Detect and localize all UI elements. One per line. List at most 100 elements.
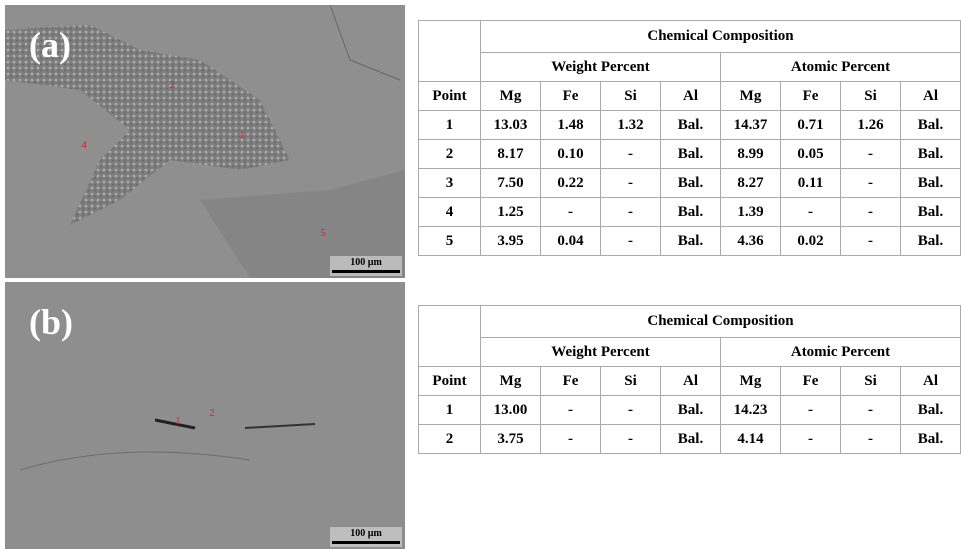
table-cell: Mg <box>481 367 541 396</box>
table-cell: Bal. <box>901 198 961 227</box>
table-cell: 0.71 <box>781 111 841 140</box>
scale-bar <box>332 541 400 544</box>
table-cell: Bal. <box>661 140 721 169</box>
table-row: 113.00--Bal.14.23--Bal. <box>419 396 961 425</box>
point-label: 2 <box>209 407 215 419</box>
point-label: 2 <box>169 79 175 91</box>
table-cell: 3.75 <box>481 425 541 454</box>
table-cell: 8.17 <box>481 140 541 169</box>
table-cell: - <box>841 140 901 169</box>
table-cell: - <box>841 198 901 227</box>
table-cell: Fe <box>541 367 601 396</box>
table-cell: Al <box>901 367 961 396</box>
table-cell: - <box>781 198 841 227</box>
table-cell: Bal. <box>901 227 961 256</box>
table-cell: - <box>781 396 841 425</box>
table-cell: Chemical Composition <box>481 21 961 53</box>
table-cell: 7.50 <box>481 169 541 198</box>
table-cell: 0.02 <box>781 227 841 256</box>
table-cell: Bal. <box>901 396 961 425</box>
table-cell: - <box>601 140 661 169</box>
table-cell: 1.48 <box>541 111 601 140</box>
table-cell: - <box>601 169 661 198</box>
table-cell: - <box>601 227 661 256</box>
table-cell: Bal. <box>661 425 721 454</box>
table-cell: Bal. <box>661 227 721 256</box>
table-cell: Si <box>601 367 661 396</box>
table-cell: Fe <box>781 367 841 396</box>
table-cell: - <box>601 425 661 454</box>
table-cell: Fe <box>781 82 841 111</box>
table-cell: Mg <box>721 367 781 396</box>
table-cell: Bal. <box>901 140 961 169</box>
table-cell: 14.37 <box>721 111 781 140</box>
table-cell: 13.00 <box>481 396 541 425</box>
table-cell: 1.32 <box>601 111 661 140</box>
table-cell: Si <box>601 82 661 111</box>
table-cell: - <box>841 396 901 425</box>
table-cell: Si <box>841 82 901 111</box>
point-label: 5 <box>320 227 326 239</box>
table-cell: 4 <box>419 198 481 227</box>
table-cell: Al <box>661 367 721 396</box>
table-cell: - <box>601 198 661 227</box>
table-cell: 4.14 <box>721 425 781 454</box>
table-row: Chemical Composition <box>419 306 961 338</box>
table-cell: 3.95 <box>481 227 541 256</box>
table-cell: - <box>841 169 901 198</box>
table-cell: Atomic Percent <box>721 53 961 82</box>
table-cell: Mg <box>481 82 541 111</box>
table-cell: - <box>601 396 661 425</box>
scale-bar-text: 100 µm <box>350 528 382 539</box>
point-label: 1 <box>175 415 181 427</box>
table-cell: 0.11 <box>781 169 841 198</box>
table-cell: Mg <box>721 82 781 111</box>
table-cell: 8.99 <box>721 140 781 169</box>
table-cell: 1.25 <box>481 198 541 227</box>
scale-bar <box>332 270 400 273</box>
table-cell: Atomic Percent <box>721 338 961 367</box>
table-cell: Al <box>901 82 961 111</box>
table-cell <box>419 21 481 82</box>
table-cell: 8.27 <box>721 169 781 198</box>
table-cell: Bal. <box>661 198 721 227</box>
figure: (a)2145100 µm(b)12100 µm (() => { const … <box>0 0 961 549</box>
table-cell: Bal. <box>901 425 961 454</box>
table-cell: 0.10 <box>541 140 601 169</box>
table-cell: Si <box>841 367 901 396</box>
panel-label: (b) <box>29 302 73 342</box>
panel-label: (a) <box>29 25 71 65</box>
table-cell: Bal. <box>661 169 721 198</box>
scale-bar-text: 100 µm <box>350 257 382 268</box>
table-cell: 1 <box>419 111 481 140</box>
table-cell: Bal. <box>661 111 721 140</box>
table-cell: 1 <box>419 396 481 425</box>
table-cell: 2 <box>419 425 481 454</box>
table-cell: Al <box>661 82 721 111</box>
point-label: 1 <box>239 129 245 141</box>
table-cell: Weight Percent <box>481 338 721 367</box>
table-cell: Point <box>419 367 481 396</box>
table-row: Chemical Composition <box>419 21 961 53</box>
table-cell: Bal. <box>661 396 721 425</box>
table-cell: Bal. <box>901 169 961 198</box>
table-cell: Bal. <box>901 111 961 140</box>
table-cell: 4.36 <box>721 227 781 256</box>
table-cell: 1.39 <box>721 198 781 227</box>
table-cell: 0.04 <box>541 227 601 256</box>
table-cell: Fe <box>541 82 601 111</box>
table-cell: - <box>841 425 901 454</box>
table-cell: Chemical Composition <box>481 306 961 338</box>
table-cell: - <box>541 198 601 227</box>
table-row: 37.500.22-Bal.8.270.11-Bal. <box>419 169 961 198</box>
